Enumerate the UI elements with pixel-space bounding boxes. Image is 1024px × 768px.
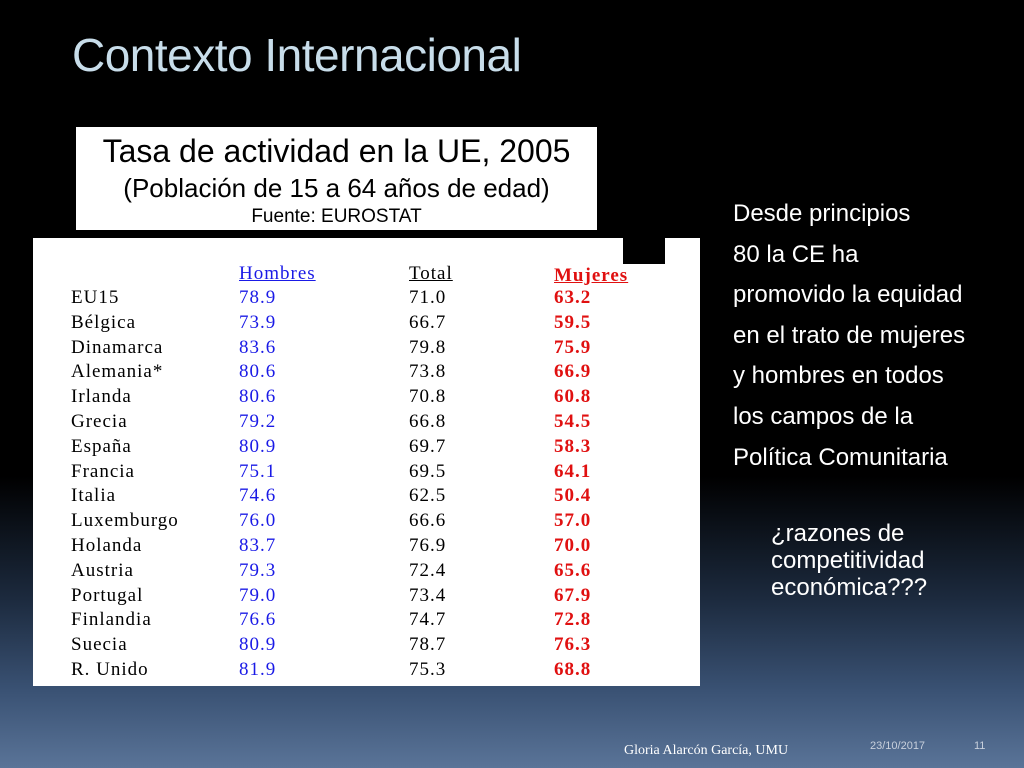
women-value-cell: 50.4 xyxy=(554,485,592,507)
question-line: ¿razones de xyxy=(771,520,905,547)
chart-header: Tasa de actividad en la UE, 2005 (Poblac… xyxy=(76,127,597,230)
country-cell: Alemania* xyxy=(71,361,164,383)
notes-line: 80 la CE ha xyxy=(733,240,859,268)
women-value-cell: 60.8 xyxy=(554,386,592,408)
men-value-cell: 79.3 xyxy=(239,559,277,581)
country-cell: Portugal xyxy=(71,584,144,606)
footer-author: Gloria Alarcón García, UMU xyxy=(624,743,789,758)
men-value-cell: 80.6 xyxy=(239,361,277,383)
women-value-cell: 63.2 xyxy=(554,287,592,308)
total-value-cell: 78.7 xyxy=(409,634,447,656)
men-value-cell: 83.7 xyxy=(239,535,277,556)
total-value-cell: 73.4 xyxy=(409,584,447,606)
women-value-cell: 54.5 xyxy=(554,411,592,432)
country-cell: Grecia xyxy=(71,411,128,432)
women-value-cell: 57.0 xyxy=(554,510,592,532)
country-cell: R. Unido xyxy=(71,659,149,680)
footer-date: 23/10/2017 xyxy=(870,740,926,752)
men-value-cell: 81.9 xyxy=(239,659,277,680)
total-value-cell: 70.8 xyxy=(409,386,447,408)
total-value-cell: 75.3 xyxy=(409,659,447,680)
women-value-cell: 75.9 xyxy=(554,336,592,358)
notes-line: Desde principios xyxy=(733,200,911,227)
women-value-cell: 66.9 xyxy=(554,361,592,383)
country-cell: Holanda xyxy=(71,535,143,556)
panel-notch xyxy=(623,238,665,264)
column-header-women: Mujeres xyxy=(554,265,629,286)
women-value-cell: 76.3 xyxy=(554,634,592,656)
men-value-cell: 83.6 xyxy=(239,336,277,358)
total-value-cell: 62.5 xyxy=(409,485,447,507)
total-value-cell: 66.6 xyxy=(409,510,447,532)
women-value-cell: 65.6 xyxy=(554,559,592,581)
women-value-cell: 67.9 xyxy=(554,584,592,606)
country-cell: Suecia xyxy=(71,634,128,656)
total-value-cell: 69.5 xyxy=(409,460,447,482)
chart-title: Tasa de actividad en la UE, 2005 xyxy=(102,133,571,169)
men-value-cell: 75.1 xyxy=(239,460,277,482)
men-value-cell: 79.0 xyxy=(239,584,277,606)
total-value-cell: 66.7 xyxy=(409,311,447,333)
men-value-cell: 80.9 xyxy=(239,634,277,656)
men-value-cell: 78.9 xyxy=(239,287,277,308)
question-line: competitividad xyxy=(771,547,925,574)
country-cell: Francia xyxy=(71,460,135,482)
country-cell: Italia xyxy=(71,485,117,507)
footer-page-number: 11 xyxy=(974,740,986,752)
total-value-cell: 74.7 xyxy=(409,609,447,631)
men-value-cell: 80.6 xyxy=(239,386,277,408)
total-value-cell: 66.8 xyxy=(409,411,447,432)
notes-line: Política Comunitaria xyxy=(733,443,948,471)
notes-line: promovido la equidad xyxy=(733,281,963,309)
country-cell: EU15 xyxy=(71,287,120,308)
women-value-cell: 58.3 xyxy=(554,435,592,457)
country-cell: Austria xyxy=(71,559,134,581)
question-line: económica??? xyxy=(771,574,928,601)
total-value-cell: 79.8 xyxy=(409,336,447,358)
question-text: ¿razones de competitividad económica??? xyxy=(771,520,927,601)
total-value-cell: 71.0 xyxy=(409,287,447,308)
notes-line: los campos de la xyxy=(733,402,914,430)
women-value-cell: 70.0 xyxy=(554,535,592,556)
country-cell: España xyxy=(71,435,132,457)
women-value-cell: 64.1 xyxy=(554,460,592,482)
column-header-men: Hombres xyxy=(239,263,316,284)
chart-source: Fuente: EUROSTAT xyxy=(251,206,422,227)
country-cell: Bélgica xyxy=(71,311,137,333)
country-cell: Finlandia xyxy=(71,609,152,631)
women-value-cell: 72.8 xyxy=(554,609,592,631)
country-cell: Dinamarca xyxy=(71,336,164,358)
men-value-cell: 80.9 xyxy=(239,435,277,457)
men-value-cell: 76.6 xyxy=(239,609,277,631)
total-value-cell: 76.9 xyxy=(409,535,447,556)
country-cell: Irlanda xyxy=(71,386,132,408)
chart-subtitle: (Población de 15 a 64 años de edad) xyxy=(123,173,550,203)
total-value-cell: 73.8 xyxy=(409,361,447,383)
men-value-cell: 73.9 xyxy=(239,311,277,333)
notes-line: en el trato de mujeres xyxy=(733,321,966,349)
column-header-total: Total xyxy=(409,263,453,284)
women-value-cell: 68.8 xyxy=(554,659,592,680)
activity-rate-table: Hombres Total Mujeres EU15 78.9 71.0 63.2 Bé… xyxy=(33,238,700,686)
men-value-cell: 76.0 xyxy=(239,510,277,532)
country-cell: Luxemburgo xyxy=(71,510,179,532)
notes-line: y hombres en todos xyxy=(733,362,944,390)
men-value-cell: 79.2 xyxy=(239,411,277,432)
total-value-cell: 69.7 xyxy=(409,435,447,457)
women-value-cell: 59.5 xyxy=(554,311,592,333)
notes-text: Desde principios 80 la CE ha promovido la … xyxy=(733,194,965,478)
slide-title: Contexto Internacional xyxy=(72,29,522,81)
men-value-cell: 74.6 xyxy=(239,485,277,507)
total-value-cell: 72.4 xyxy=(409,559,447,581)
